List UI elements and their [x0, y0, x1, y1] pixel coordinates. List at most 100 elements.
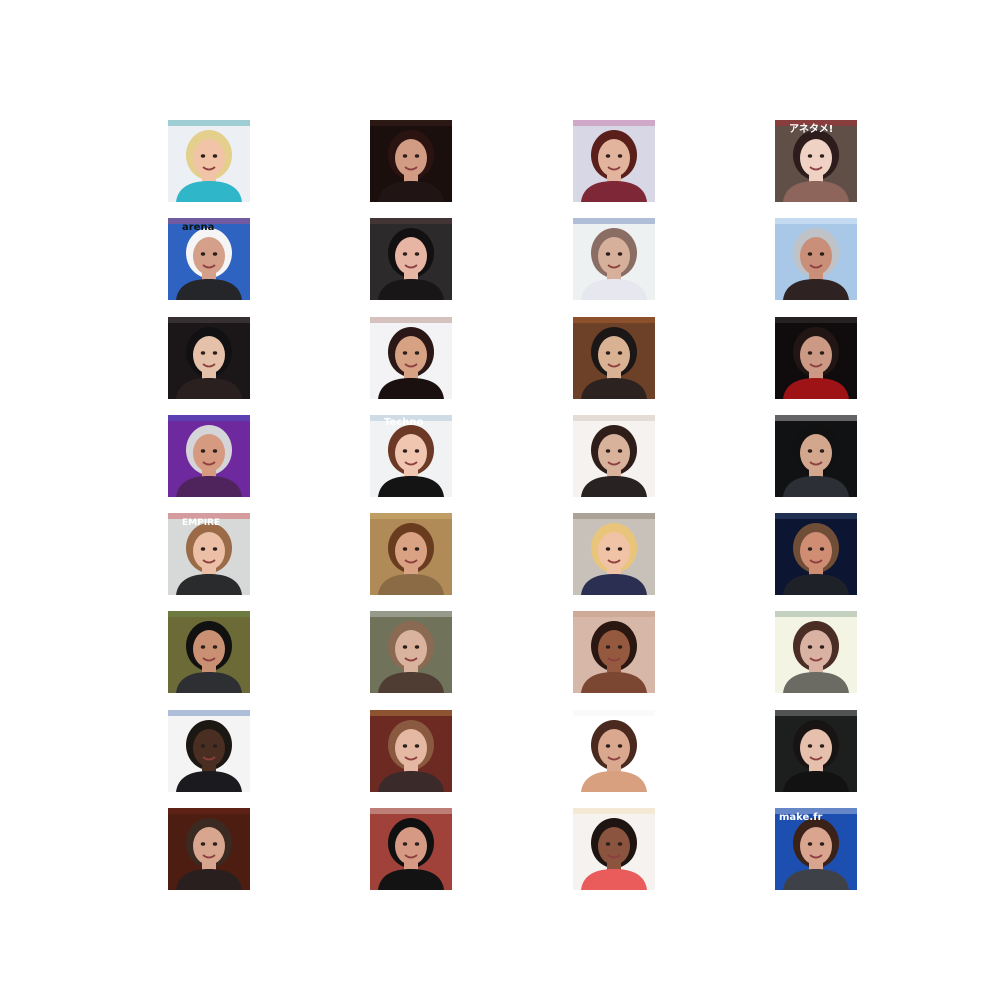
portrait-image	[370, 808, 452, 890]
left-eye	[200, 744, 206, 748]
top-accent-band	[775, 317, 857, 323]
mouth-line	[809, 559, 823, 564]
portrait-image	[168, 710, 250, 792]
face-shape	[193, 139, 225, 177]
neck-shape	[809, 568, 823, 576]
shoulders-shape	[176, 672, 242, 693]
neck-shape	[202, 666, 216, 674]
portrait-image	[775, 415, 857, 497]
face-thumbnail	[775, 710, 857, 792]
shoulders-shape	[378, 378, 444, 399]
left-eye	[807, 351, 813, 355]
face-thumbnail	[775, 218, 857, 300]
mouth-line	[404, 264, 418, 269]
top-accent-band	[573, 611, 655, 617]
neck-shape	[202, 372, 216, 380]
face-thumbnail	[168, 808, 250, 890]
shoulders-shape	[581, 476, 647, 497]
right-eye	[212, 842, 218, 846]
face-thumbnail	[573, 710, 655, 792]
face-thumbnail: アネタメ!	[775, 120, 857, 202]
face-shape	[395, 630, 427, 668]
left-eye	[605, 842, 611, 846]
right-eye	[819, 645, 825, 649]
mouth-line	[809, 264, 823, 269]
shoulders-shape	[378, 672, 444, 693]
face-thumbnail: arena	[168, 218, 250, 300]
face-shape	[598, 729, 630, 767]
mouth-line	[404, 363, 418, 368]
top-accent-band	[573, 415, 655, 421]
shoulders-shape	[378, 476, 444, 497]
mouth-line	[607, 559, 621, 564]
right-eye	[819, 842, 825, 846]
neck-shape	[809, 470, 823, 478]
shoulders-shape	[176, 476, 242, 497]
left-eye	[605, 449, 611, 453]
face-thumbnail	[370, 317, 452, 399]
portrait-image	[573, 120, 655, 202]
mouth-line	[607, 756, 621, 761]
left-eye	[200, 154, 206, 158]
neck-shape	[202, 863, 216, 871]
portrait-image	[573, 808, 655, 890]
mouth-line	[607, 264, 621, 269]
right-eye	[617, 744, 623, 748]
right-eye	[212, 547, 218, 551]
neck-shape	[607, 372, 621, 380]
face-thumbnail	[775, 513, 857, 595]
right-eye	[819, 154, 825, 158]
mouth-line	[809, 461, 823, 466]
neck-shape	[607, 863, 621, 871]
face-shape	[598, 532, 630, 570]
top-accent-band	[168, 710, 250, 716]
right-eye	[617, 449, 623, 453]
neck-shape	[404, 666, 418, 674]
face-thumbnail	[775, 415, 857, 497]
top-accent-band	[775, 120, 857, 126]
left-eye	[605, 744, 611, 748]
portrait-image	[370, 513, 452, 595]
right-eye	[212, 154, 218, 158]
face-thumbnail	[168, 120, 250, 202]
right-eye	[617, 252, 623, 256]
portrait-image	[573, 415, 655, 497]
background-text: arena	[182, 222, 214, 233]
top-accent-band	[370, 611, 452, 617]
face-thumbnail	[168, 317, 250, 399]
right-eye	[414, 547, 420, 551]
portrait-image: EMPIRE	[168, 513, 250, 595]
top-accent-band	[370, 218, 452, 224]
mouth-line	[404, 657, 418, 662]
shoulders-shape	[378, 279, 444, 300]
face-shape	[395, 237, 427, 275]
portrait-image	[775, 513, 857, 595]
neck-shape	[809, 765, 823, 773]
face-thumbnail: make.fr	[775, 808, 857, 890]
face-thumbnail	[573, 808, 655, 890]
right-eye	[414, 449, 420, 453]
mouth-line	[607, 166, 621, 171]
right-eye	[819, 547, 825, 551]
right-eye	[819, 252, 825, 256]
portrait-image	[168, 317, 250, 399]
portrait-image: make.fr	[775, 808, 857, 890]
neck-shape	[202, 470, 216, 478]
portrait-image	[370, 710, 452, 792]
face-thumbnail	[370, 120, 452, 202]
shoulders-shape	[581, 869, 647, 890]
mouth-line	[809, 657, 823, 662]
neck-shape	[809, 372, 823, 380]
portrait-image	[573, 218, 655, 300]
mouth-line	[607, 854, 621, 859]
top-accent-band	[168, 415, 250, 421]
mouth-line	[809, 756, 823, 761]
mouth-line	[202, 559, 216, 564]
right-eye	[617, 154, 623, 158]
mouth-line	[202, 657, 216, 662]
top-accent-band	[573, 808, 655, 814]
portrait-image: アネタメ!	[775, 120, 857, 202]
face-thumbnail	[573, 415, 655, 497]
face-thumbnail	[573, 218, 655, 300]
